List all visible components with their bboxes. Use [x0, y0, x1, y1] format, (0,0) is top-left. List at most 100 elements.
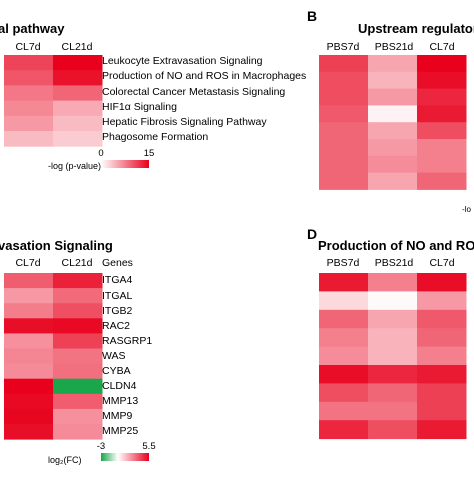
- heatmap-cell: [4, 100, 54, 117]
- panel-c: vasation Signaling CL7d CL21d Genes ITGA…: [0, 238, 156, 465]
- panel-d-title: Production of NO and ROS: [318, 238, 474, 253]
- heatmap-cell: [319, 55, 369, 73]
- heatmap-cell: [368, 291, 418, 311]
- heatmap-cell: [4, 273, 54, 289]
- heatmap-cell: [53, 408, 103, 425]
- heatmap-cell: [319, 401, 369, 421]
- heatmap-cell: [53, 348, 103, 365]
- panel-c-title: vasation Signaling: [0, 238, 113, 253]
- panel-c-row-label: RASGRP1: [102, 335, 152, 347]
- heatmap-cell: [4, 115, 54, 132]
- heatmap-cell: [53, 288, 103, 304]
- heatmap-cell: [417, 328, 467, 348]
- panel-d-col-0: PBS7d: [327, 257, 360, 269]
- heatmap-cell: [53, 424, 103, 440]
- panel-a-col-1: CL21d: [62, 41, 93, 53]
- heatmap-cell: [319, 309, 369, 329]
- heatmap-cell: [4, 393, 54, 410]
- panel-c-genes-header: Genes: [102, 257, 133, 269]
- heatmap-cell: [417, 309, 467, 329]
- panel-a-row-label: HIF1α Signaling: [102, 101, 177, 113]
- heatmap-cell: [319, 172, 369, 190]
- panel-d-letter: D: [307, 226, 317, 242]
- heatmap-cell: [53, 85, 103, 102]
- panel-a-row-label: Hepatic Fibrosis Signaling Pathway: [102, 116, 267, 128]
- heatmap-cell: [368, 139, 418, 157]
- panel-b: B Upstream regulator PBS7d PBS21d CL7d -…: [307, 8, 474, 214]
- heatmap-cell: [4, 348, 54, 365]
- heatmap-cell: [4, 55, 54, 71]
- heatmap-cell: [4, 333, 54, 349]
- heatmap-cell: [53, 131, 103, 147]
- heatmap-cell: [368, 273, 418, 292]
- heatmap-cell: [417, 55, 467, 73]
- heatmap-cell: [417, 155, 467, 174]
- heatmap-cell: [53, 318, 103, 334]
- heatmap-cell: [4, 318, 54, 334]
- heatmap-cell: [319, 155, 369, 174]
- panel-c-legend-max: 5.5: [142, 441, 155, 452]
- heatmap-cell: [368, 155, 418, 174]
- heatmap-cell: [417, 88, 467, 106]
- heatmap-cell: [368, 309, 418, 329]
- heatmap-cell: [319, 71, 369, 90]
- heatmap-cell: [417, 291, 467, 311]
- heatmap-cell: [368, 383, 418, 403]
- heatmap-cell: [417, 105, 467, 123]
- heatmap-cell: [417, 365, 467, 384]
- panel-c-legend-min: -3: [97, 441, 105, 452]
- heatmap-cell: [417, 383, 467, 403]
- heatmap-cell: [53, 55, 103, 71]
- heatmap-cell: [4, 70, 54, 86]
- panel-c-legend-label: log₂(FC): [48, 455, 82, 465]
- heatmap-cell: [53, 333, 103, 349]
- panel-b-letter: B: [307, 8, 317, 24]
- heatmap-cell: [319, 88, 369, 106]
- panel-c-row-label: MMP9: [102, 410, 132, 422]
- heatmap-cell: [368, 105, 418, 123]
- panel-d-col-1: PBS21d: [375, 257, 414, 269]
- heatmap-cell: [319, 383, 369, 403]
- heatmap-cell: [53, 70, 103, 86]
- heatmap-cell: [417, 273, 467, 292]
- panel-a-legend-label: -log (p-value): [48, 161, 101, 171]
- heatmap-cell: [417, 401, 467, 421]
- heatmap-cell: [4, 288, 54, 304]
- heatmap-cell: [368, 346, 418, 366]
- panel-a-row-label: Production of NO and ROS in Macrophages: [102, 70, 306, 82]
- heatmap-cell: [53, 100, 103, 117]
- heatmap-cell: [319, 122, 369, 140]
- panel-c-row-label: CLDN4: [102, 380, 137, 392]
- heatmap-cell: [368, 172, 418, 190]
- heatmap-cell: [319, 139, 369, 157]
- panel-a: al pathway CL7d CL21d Leukocyte Extravas…: [0, 21, 306, 171]
- heatmap-cell: [417, 139, 467, 157]
- heatmap-cell: [53, 273, 103, 289]
- heatmap-cell: [417, 420, 467, 440]
- heatmap-cell: [4, 363, 54, 380]
- heatmap-cell: [4, 424, 54, 440]
- panel-a-legend-bar: [101, 160, 149, 168]
- panel-c-col-0: CL7d: [15, 257, 40, 269]
- heatmap-cell: [319, 365, 369, 384]
- heatmap-cell: [4, 303, 54, 319]
- panel-a-row-label: Leukocyte Extravasation Signaling: [102, 55, 263, 67]
- panel-a-legend-min: 0: [98, 148, 103, 159]
- heatmap-cell: [53, 378, 103, 395]
- panel-d-col-2: CL7d: [429, 257, 454, 269]
- heatmap-cell: [53, 363, 103, 380]
- panel-b-legend-label: -lo: [462, 205, 471, 214]
- panel-a-col-0: CL7d: [15, 41, 40, 53]
- panel-a-row-label: Colorectal Cancer Metastasis Signaling: [102, 86, 285, 98]
- heatmap-cell: [368, 328, 418, 348]
- heatmap-cell: [417, 122, 467, 140]
- heatmap-cell: [319, 328, 369, 348]
- heatmap-cell: [4, 408, 54, 425]
- panel-c-row-label: MMP13: [102, 395, 138, 407]
- heatmap-cell: [4, 85, 54, 102]
- panel-c-legend-bar: [101, 453, 149, 461]
- heatmap-cell: [53, 303, 103, 319]
- heatmap-cell: [319, 420, 369, 440]
- heatmap-cell: [368, 401, 418, 421]
